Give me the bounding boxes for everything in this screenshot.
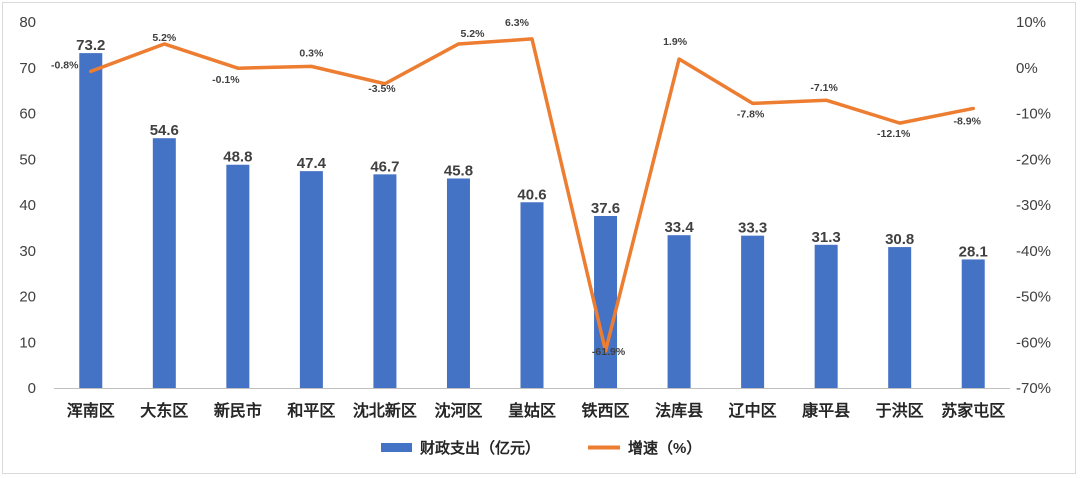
bar-value-label: 47.4 [297, 155, 327, 172]
category-label: 法库县 [655, 401, 703, 420]
growth-value-label: -0.1% [212, 74, 240, 86]
category-label: 辽中区 [729, 401, 777, 420]
left-axis-tick-label: 30 [19, 243, 36, 260]
left-axis-tick-label: 70 [19, 60, 36, 77]
left-axis-tick-label: 0 [28, 380, 36, 397]
bar [741, 235, 765, 388]
growth-value-label: -0.8% [51, 59, 79, 71]
right-axis-tick-label: 10% [1016, 14, 1046, 31]
category-label: 苏家屯区 [941, 401, 1005, 420]
legend-swatch-bars [381, 443, 412, 452]
right-axis-tick-label: -70% [1016, 380, 1051, 397]
growth-value-label: -7.8% [737, 108, 765, 120]
growth-value-label: 1.9% [663, 36, 688, 48]
category-label: 皇姑区 [508, 401, 556, 420]
category-label: 康平县 [802, 401, 850, 420]
category-label: 浑南区 [67, 401, 115, 420]
legend-label-bars: 财政支出（亿元） [420, 439, 540, 457]
right-axis-tick-label: -10% [1016, 106, 1051, 123]
bar [446, 178, 470, 388]
bar-value-label: 48.8 [223, 149, 252, 166]
bar [152, 138, 176, 388]
bar-value-label: 73.2 [76, 37, 105, 54]
left-axis-tick-label: 50 [19, 151, 36, 168]
growth-value-label: 5.2% [460, 28, 485, 40]
left-axis-tick-label: 10 [19, 334, 36, 351]
bar [226, 164, 250, 388]
right-axis-tick-label: -50% [1016, 289, 1051, 306]
bar [594, 215, 618, 388]
bar [667, 235, 691, 388]
growth-value-label: 0.3% [299, 47, 324, 59]
category-label: 铁西区 [582, 401, 630, 420]
category-label: 沈河区 [434, 401, 482, 420]
right-axis-tick-label: -40% [1016, 243, 1051, 260]
bar-value-label: 28.1 [959, 243, 988, 260]
bar-value-label: 33.4 [664, 219, 694, 236]
category-label: 新民市 [214, 401, 262, 420]
right-axis-tick-label: -60% [1016, 334, 1051, 351]
bar-value-label: 40.6 [517, 186, 546, 203]
left-axis-tick-label: 40 [19, 197, 36, 214]
bar [79, 53, 103, 389]
growth-value-label: -61.9% [592, 346, 626, 358]
bar [299, 171, 323, 388]
category-label: 于洪区 [876, 401, 924, 420]
growth-value-label: -3.5% [368, 83, 396, 95]
bar-value-label: 46.7 [370, 158, 399, 175]
right-axis-tick-label: 0% [1016, 60, 1038, 77]
growth-value-label: -12.1% [877, 128, 911, 140]
bar-value-label: 54.6 [150, 122, 179, 139]
bar [814, 244, 838, 388]
right-axis-tick-label: -20% [1016, 151, 1051, 168]
growth-value-label: 6.3% [505, 17, 530, 29]
bar [373, 174, 397, 388]
category-label: 大东区 [140, 401, 188, 420]
category-label: 沈北新区 [353, 401, 417, 420]
growth-value-label: 5.2% [152, 32, 177, 44]
bar-value-label: 45.8 [444, 162, 473, 179]
bar-value-label: 30.8 [885, 231, 914, 248]
bar-value-label: 33.3 [738, 220, 767, 237]
growth-value-label: -8.9% [954, 115, 982, 127]
bar [520, 202, 544, 388]
bar [961, 259, 985, 388]
right-axis-tick-label: -30% [1016, 197, 1051, 214]
left-axis-tick-label: 20 [19, 289, 36, 306]
growth-value-label: -7.1% [810, 82, 838, 94]
category-label: 和平区 [287, 401, 335, 420]
bar-value-label: 31.3 [812, 229, 841, 246]
bar [888, 247, 912, 388]
bar-value-label: 37.6 [591, 200, 620, 217]
legend-label-line: 增速（%） [628, 439, 701, 457]
left-axis-tick-label: 80 [19, 14, 36, 31]
left-axis-tick-label: 60 [19, 106, 36, 123]
